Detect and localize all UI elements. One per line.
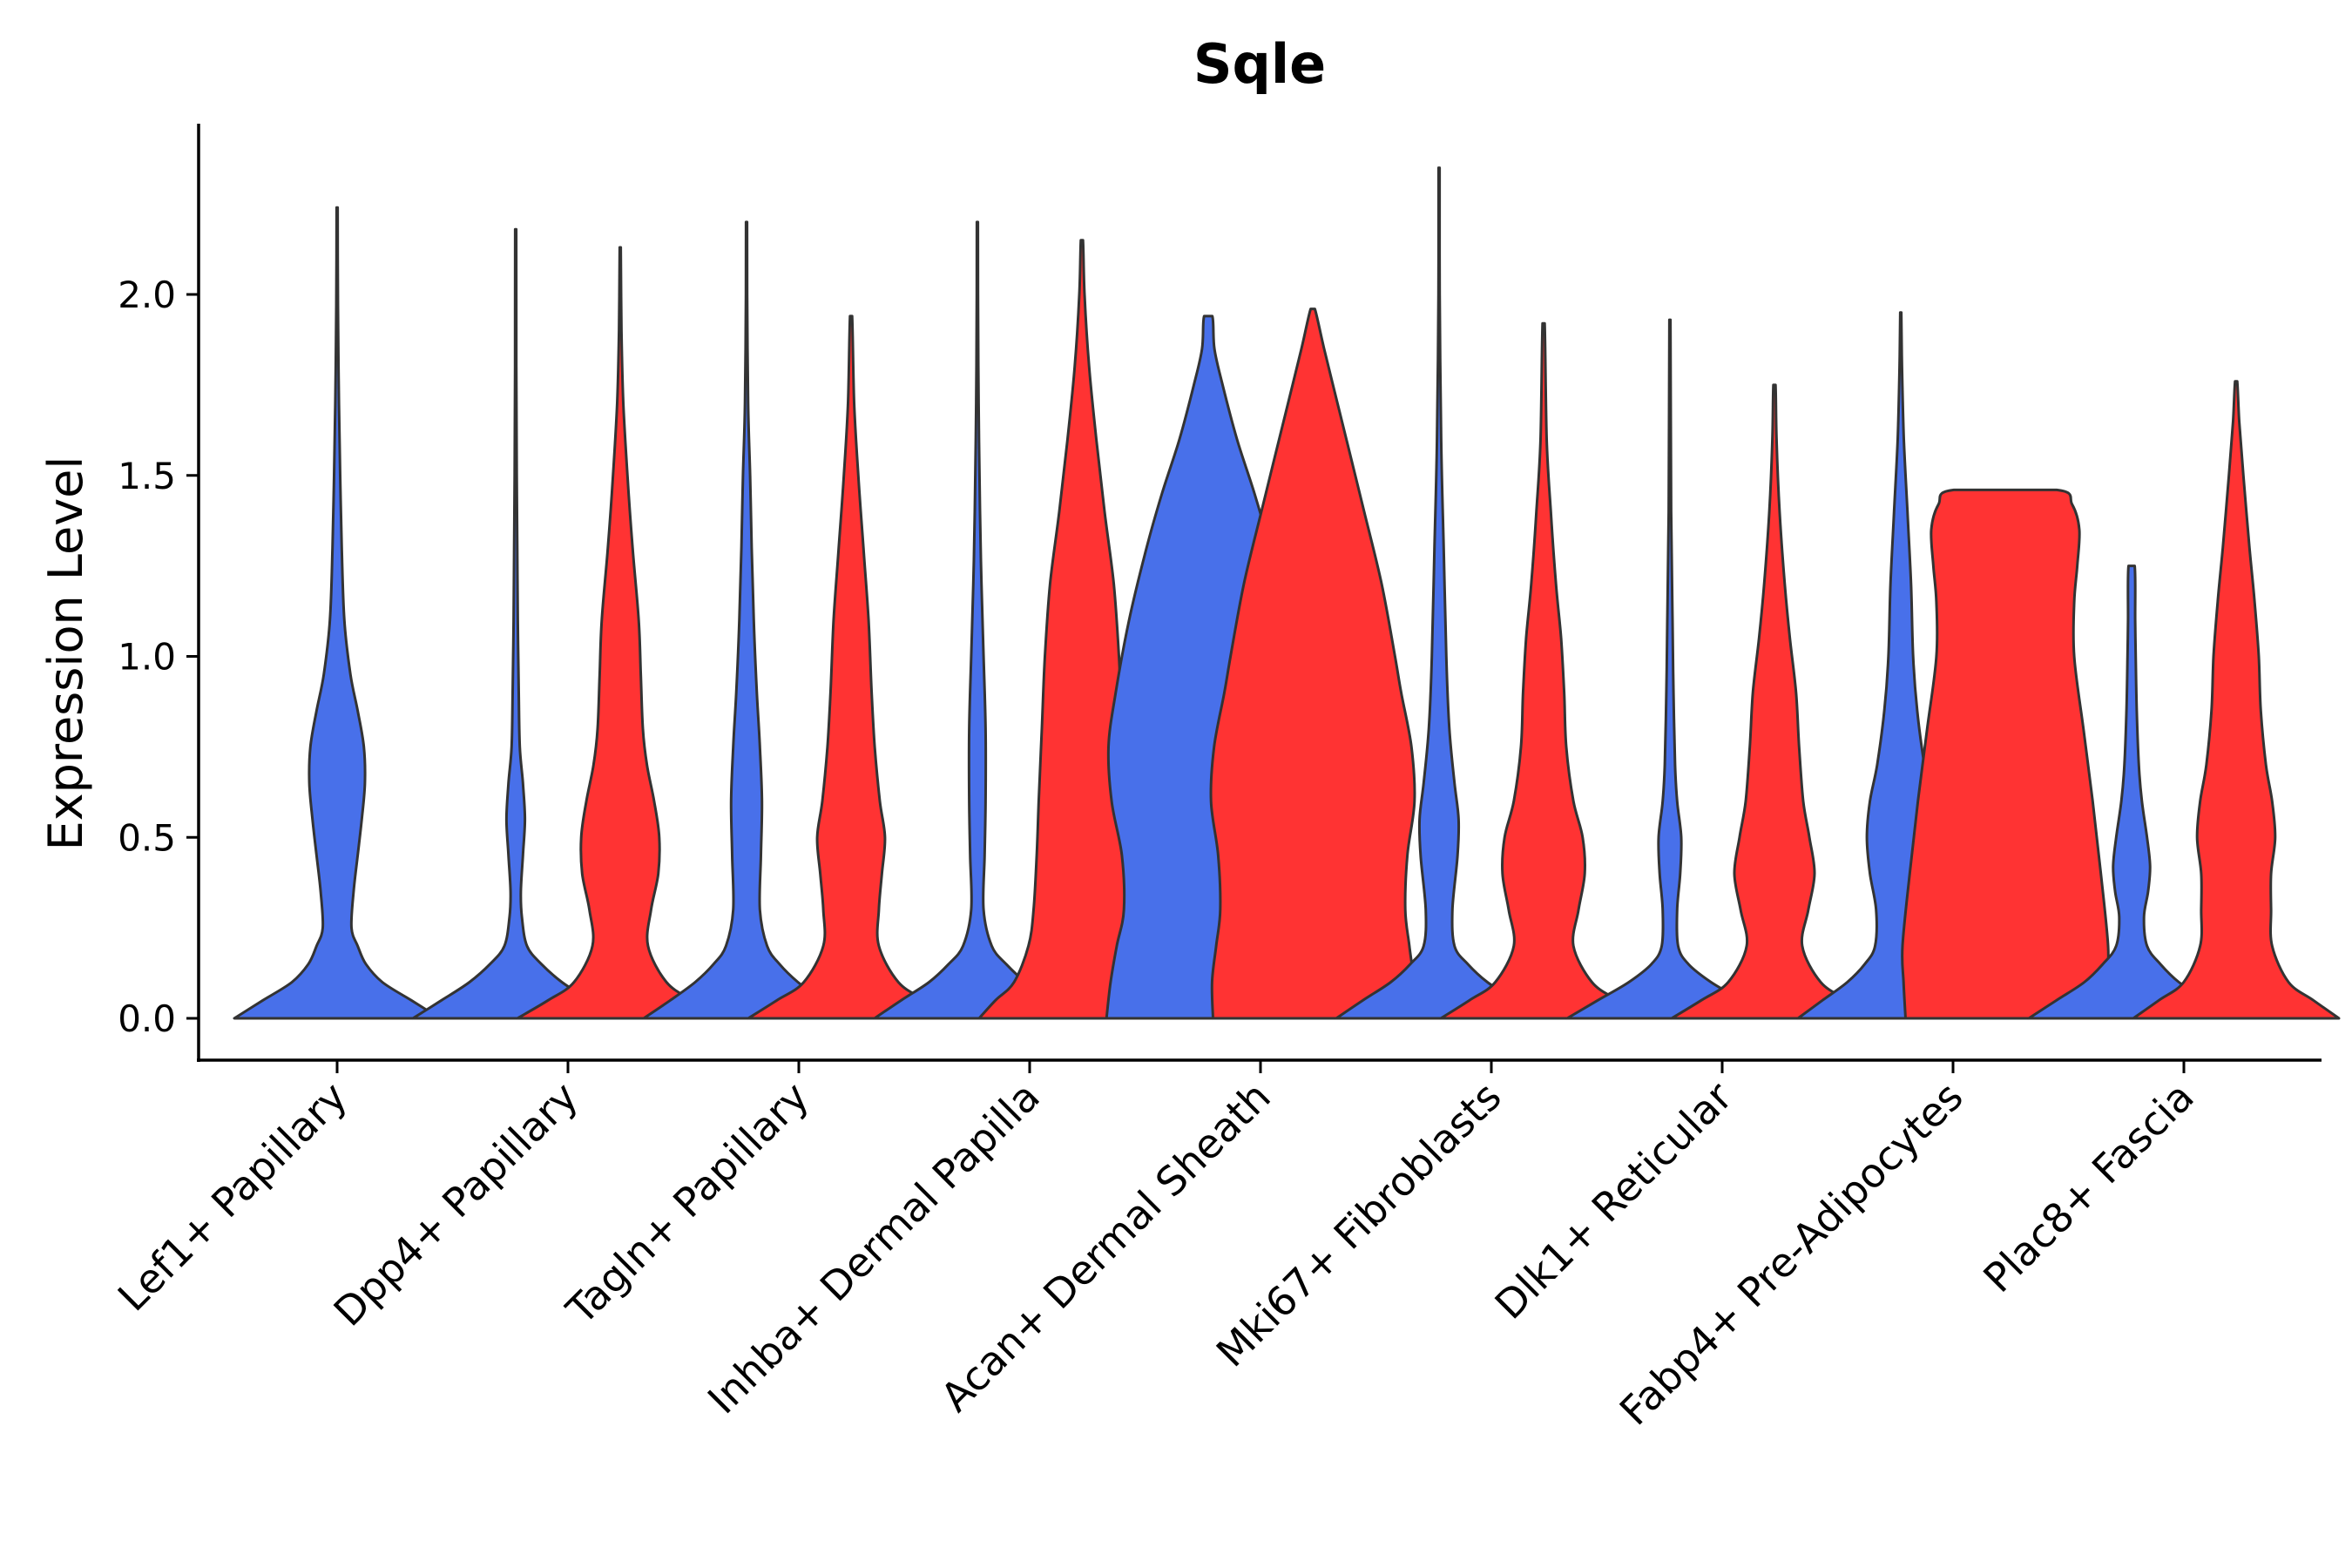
violin-group2-3	[747, 314, 956, 1020]
violin-group1-3	[642, 220, 851, 1020]
plot-area	[233, 166, 2341, 1020]
violin-group1-2	[411, 227, 620, 1020]
x-tick-label: Plac8+ Fascia	[1974, 1073, 2202, 1301]
violin-group2-5	[1209, 308, 1416, 1020]
violin-group1-1	[233, 206, 442, 1020]
violin-group1-7	[1565, 318, 1774, 1020]
y-tick-label: 1.5	[118, 455, 176, 497]
x-tick-label: Lef1+ Papillary	[109, 1073, 356, 1321]
x-tick-label: Dpp4+ Papillary	[325, 1073, 587, 1335]
violin-group1-4	[873, 220, 1082, 1020]
violin-group2-6	[1439, 321, 1648, 1020]
violin-group2-8	[1901, 488, 2110, 1020]
chart-title: Sqle	[1193, 32, 1326, 96]
violin-group2-2	[516, 246, 725, 1020]
violin-group1-9	[2027, 564, 2236, 1020]
y-tick-label: 1.0	[118, 636, 176, 679]
y-tick-label: 0.0	[118, 997, 176, 1040]
violin-group2-7	[1670, 383, 1879, 1020]
violin-group2-9	[2132, 380, 2341, 1020]
y-tick-label: 2.0	[118, 274, 176, 316]
y-tick-label: 0.5	[118, 816, 176, 859]
violin-group1-6	[1335, 166, 1544, 1020]
x-tick-label: Tagln+ Papillary	[557, 1073, 818, 1335]
y-axis-ticks: 0.0 0.5 1.0 1.5 2.0	[118, 274, 199, 1040]
y-axis-label: Expression Level	[38, 456, 93, 851]
x-tick-label: Dlk1+ Reticular	[1486, 1073, 1741, 1328]
